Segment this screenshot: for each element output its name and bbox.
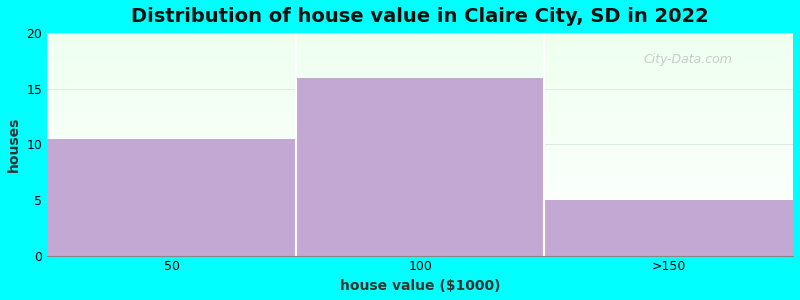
Bar [47,139,296,256]
Bar [545,200,793,256]
Text: City-Data.com: City-Data.com [644,53,733,66]
Y-axis label: houses: houses [7,117,21,172]
Title: Distribution of house value in Claire City, SD in 2022: Distribution of house value in Claire Ci… [131,7,709,26]
X-axis label: house value ($1000): house value ($1000) [340,279,500,293]
Bar [296,78,545,256]
